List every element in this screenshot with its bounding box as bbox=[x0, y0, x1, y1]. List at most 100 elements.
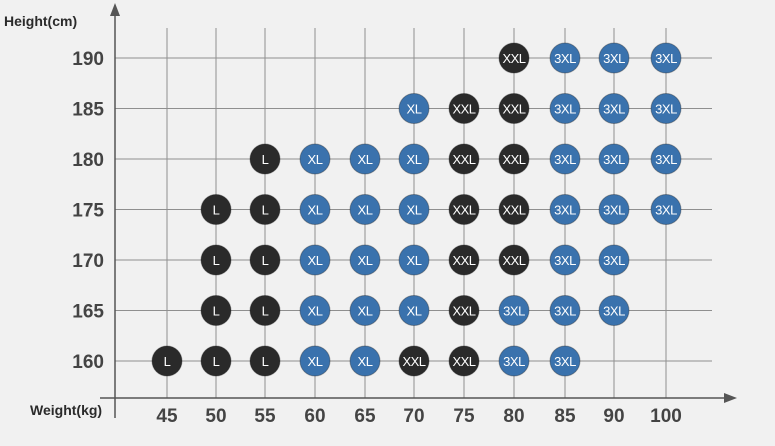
size-marker-label: L bbox=[262, 253, 269, 268]
size-marker-label: L bbox=[262, 354, 269, 369]
size-marker-circle bbox=[498, 244, 530, 276]
axes bbox=[100, 3, 737, 418]
size-marker-circle bbox=[349, 244, 381, 276]
x-tick-label: 50 bbox=[205, 406, 226, 427]
size-marker-label: XL bbox=[358, 152, 373, 167]
x-tick-label: 55 bbox=[254, 406, 276, 427]
x-tick-labels: 45 50 55 60 65 70 75 80 85 90 100 bbox=[156, 406, 681, 427]
size-marker-label: 3XL bbox=[655, 203, 677, 218]
size-marker: XL bbox=[349, 345, 381, 377]
size-marker-label: XXL bbox=[402, 354, 425, 369]
size-marker: XXL bbox=[398, 345, 430, 377]
size-marker: L bbox=[200, 295, 232, 326]
size-marker: 3XL bbox=[598, 295, 630, 326]
size-marker-label: 3XL bbox=[554, 203, 576, 218]
size-marker-circle bbox=[200, 194, 232, 225]
size-marker: XL bbox=[398, 244, 430, 276]
size-marker-label: L bbox=[213, 354, 220, 369]
size-marker-circle bbox=[549, 345, 581, 377]
x-axis-title: Weight(kg) bbox=[30, 402, 102, 418]
size-marker-label: 3XL bbox=[603, 253, 625, 268]
size-marker: 3XL bbox=[598, 42, 630, 74]
size-marker-circle bbox=[249, 194, 281, 225]
size-marker-circle bbox=[448, 194, 480, 225]
size-marker-circle bbox=[349, 194, 381, 225]
size-marker-label: XXL bbox=[452, 304, 475, 319]
size-marker-circle bbox=[650, 93, 682, 124]
size-marker: XL bbox=[299, 295, 331, 326]
x-tick-label: 100 bbox=[650, 406, 682, 427]
size-marker-circle bbox=[249, 244, 281, 276]
size-marker-label: 3XL bbox=[603, 203, 625, 218]
y-tick-label: 180 bbox=[72, 150, 104, 171]
size-marker-circle bbox=[598, 42, 630, 74]
size-marker: 3XL bbox=[549, 42, 581, 74]
size-marker-label: L bbox=[262, 304, 269, 319]
size-marker-circle bbox=[398, 345, 430, 377]
size-marker-label: XXL bbox=[502, 152, 525, 167]
size-marker-label: L bbox=[262, 152, 269, 167]
y-tick-label: 175 bbox=[72, 201, 104, 222]
size-marker-label: XL bbox=[358, 304, 373, 319]
size-marker-label: XL bbox=[308, 152, 323, 167]
size-marker-circle bbox=[498, 42, 530, 74]
size-marker-label: L bbox=[213, 253, 220, 268]
size-marker: 3XL bbox=[498, 345, 530, 377]
size-marker: XL bbox=[349, 143, 381, 175]
x-tick-label: 75 bbox=[453, 406, 475, 427]
size-marker: 3XL bbox=[549, 295, 581, 326]
x-tick-label: 90 bbox=[603, 406, 624, 427]
size-marker-circle bbox=[299, 295, 331, 326]
size-marker-label: XL bbox=[358, 203, 373, 218]
size-marker: XL bbox=[398, 295, 430, 326]
size-marker: XXL bbox=[498, 194, 530, 225]
x-tick-label: 85 bbox=[554, 406, 576, 427]
size-marker-circle bbox=[398, 244, 430, 276]
size-marker-label: 3XL bbox=[554, 304, 576, 319]
size-marker-label: XL bbox=[358, 354, 373, 369]
x-tick-label: 80 bbox=[503, 406, 524, 427]
size-marker-label: 3XL bbox=[503, 304, 525, 319]
size-marker-label: XXL bbox=[502, 102, 525, 117]
size-marker: XL bbox=[349, 295, 381, 326]
size-marker-label: 3XL bbox=[554, 253, 576, 268]
size-marker-circle bbox=[151, 345, 183, 377]
size-marker-label: XXL bbox=[452, 152, 475, 167]
size-marker: XL bbox=[299, 345, 331, 377]
size-marker-circle bbox=[448, 295, 480, 326]
size-marker: L bbox=[249, 194, 281, 225]
size-marker-label: XL bbox=[308, 253, 323, 268]
size-marker-label: XXL bbox=[452, 354, 475, 369]
size-marker-label: 3XL bbox=[603, 51, 625, 66]
size-marker: 3XL bbox=[598, 143, 630, 175]
size-marker: 3XL bbox=[549, 345, 581, 377]
size-marker-label: 3XL bbox=[554, 152, 576, 167]
size-marker-circle bbox=[598, 93, 630, 124]
size-marker-circle bbox=[200, 244, 232, 276]
size-marker-label: L bbox=[164, 354, 171, 369]
x-axis-arrow bbox=[724, 393, 737, 403]
size-marker-label: XXL bbox=[452, 203, 475, 218]
x-tick-label: 60 bbox=[304, 406, 325, 427]
size-marker-label: XL bbox=[358, 253, 373, 268]
size-marker-label: 3XL bbox=[554, 102, 576, 117]
size-marker-circle bbox=[498, 194, 530, 225]
size-marker-circle bbox=[498, 345, 530, 377]
x-tick-label: 45 bbox=[156, 406, 178, 427]
size-marker-label: XL bbox=[308, 354, 323, 369]
size-marker-label: 3XL bbox=[603, 304, 625, 319]
y-tick-label: 185 bbox=[72, 100, 104, 121]
size-marker: 3XL bbox=[650, 93, 682, 124]
y-tick-label: 170 bbox=[72, 251, 104, 272]
size-marker: XXL bbox=[448, 244, 480, 276]
size-marker-label: L bbox=[262, 203, 269, 218]
size-marker: 3XL bbox=[498, 295, 530, 326]
size-marker: XXL bbox=[498, 42, 530, 74]
size-marker-circle bbox=[549, 93, 581, 124]
size-marker-circle bbox=[398, 93, 430, 124]
size-marker-label: L bbox=[213, 203, 220, 218]
size-marker-circle bbox=[549, 295, 581, 326]
size-marker: 3XL bbox=[650, 42, 682, 74]
size-marker-circle bbox=[349, 295, 381, 326]
